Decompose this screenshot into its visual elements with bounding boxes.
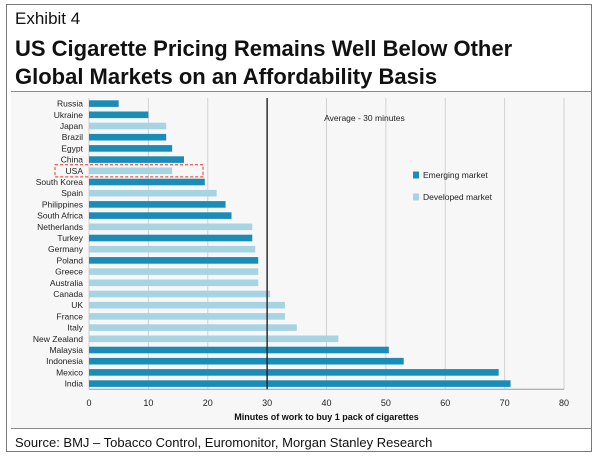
legend-swatch-emerging (413, 171, 419, 179)
category-label: France (57, 311, 84, 321)
category-label: Greece (55, 267, 83, 277)
bar-south-africa (89, 212, 232, 219)
bar-south-korea (89, 178, 205, 186)
category-label: Turkey (57, 233, 83, 243)
bar-malaysia (89, 346, 389, 354)
category-label: Japan (60, 121, 83, 131)
bar-indonesia (89, 357, 404, 365)
bar-philippines (89, 201, 226, 208)
category-label: China (61, 155, 83, 165)
category-label: Spain (61, 188, 83, 198)
category-label: Indonesia (46, 356, 83, 366)
category-label: Netherlands (37, 222, 83, 232)
bar-egypt (89, 145, 173, 152)
bar-canada (89, 290, 271, 298)
bar-ukraine (89, 111, 149, 119)
chart-area: 0 10 20 30 40 50 60 70 80 Russia Ukraine Japan Brazi… (11, 91, 591, 429)
source-note: Source: BMJ – Tobacco Control, Euromonit… (15, 435, 433, 450)
x-tick-label: 30 (262, 398, 272, 408)
category-label: India (65, 379, 84, 389)
category-label: USA (66, 166, 84, 176)
x-tick-label: 40 (321, 398, 331, 408)
x-tick-label: 0 (86, 398, 91, 408)
category-label: Philippines (42, 199, 83, 209)
bar-russia (89, 100, 119, 107)
chart-title: US Cigarette Pricing Remains Well Below … (15, 36, 513, 89)
exhibit-label: Exhibit 4 (15, 9, 81, 28)
bar-uk (89, 301, 285, 309)
x-tick-label: 70 (500, 398, 510, 408)
bar-china (89, 156, 184, 163)
bar-new-zealand (89, 335, 339, 343)
category-label: Italy (67, 323, 83, 333)
average-label: Average - 30 minutes (324, 113, 405, 123)
bar-spain (89, 189, 217, 197)
bar-poland (89, 257, 259, 264)
x-tick-label: 80 (559, 398, 569, 408)
category-label: South Africa (37, 211, 83, 221)
category-label: UK (71, 300, 83, 310)
bar-mexico (89, 369, 499, 376)
category-label: Australia (50, 278, 83, 288)
bar-greece (89, 268, 259, 275)
x-tick-label: 20 (203, 398, 213, 408)
category-label: Malaysia (49, 345, 83, 355)
bar-france (89, 313, 285, 320)
legend-label-emerging: Emerging market (423, 170, 488, 180)
bar-australia (89, 279, 259, 287)
category-label: Canada (53, 289, 83, 299)
category-label: Russia (57, 99, 83, 109)
exhibit-frame: Exhibit 4 US Cigarette Pricing Remains W… (6, 4, 592, 452)
category-label: New Zealand (33, 334, 83, 344)
x-tick-label: 60 (440, 398, 450, 408)
bar-usa (89, 167, 173, 175)
category-label: Egypt (61, 143, 83, 153)
bar-brazil (89, 133, 167, 141)
category-label: Brazil (62, 132, 83, 142)
category-label: South Korea (36, 177, 84, 187)
category-label: Ukraine (54, 110, 84, 120)
x-tick-label: 10 (143, 398, 153, 408)
bar-italy (89, 324, 297, 331)
legend-swatch-developed (413, 193, 419, 201)
x-tick-label: 50 (381, 398, 391, 408)
bar-india (89, 380, 511, 387)
bar-japan (89, 122, 167, 130)
category-label: Poland (57, 255, 84, 265)
x-axis-title: Minutes of work to buy 1 pack of cigaret… (234, 412, 419, 422)
bar-netherlands (89, 223, 253, 231)
category-label: Germany (48, 244, 84, 254)
category-label: Mexico (56, 367, 83, 377)
bar-germany (89, 245, 256, 253)
legend-label-developed: Developed market (423, 192, 493, 202)
bar-turkey (89, 234, 253, 242)
bar-chart: 0 10 20 30 40 50 60 70 80 RussiaUkraineJapanBrazi… (33, 98, 569, 422)
